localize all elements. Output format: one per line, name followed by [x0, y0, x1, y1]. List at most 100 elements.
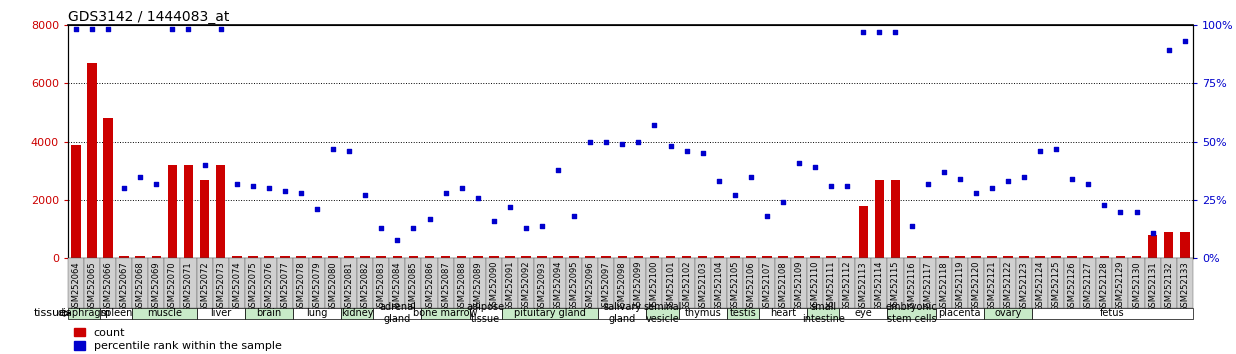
Text: GSM252111: GSM252111	[827, 261, 836, 312]
Point	[740, 174, 760, 179]
Bar	[887, 258, 904, 308]
Bar	[904, 258, 920, 308]
Point	[403, 225, 423, 231]
Point	[869, 29, 889, 35]
Text: GSM252132: GSM252132	[1164, 261, 1173, 312]
Text: GSM252118: GSM252118	[939, 261, 948, 312]
Bar	[534, 258, 550, 308]
Bar	[377, 256, 386, 258]
Text: GSM252125: GSM252125	[1052, 261, 1060, 312]
Bar	[72, 144, 80, 258]
Text: GSM252066: GSM252066	[104, 261, 112, 312]
Text: GSM252096: GSM252096	[586, 261, 595, 312]
Point	[531, 223, 551, 229]
Point	[260, 185, 279, 191]
Bar	[229, 258, 245, 308]
Bar	[148, 258, 164, 308]
Bar	[1004, 256, 1012, 258]
Text: GSM252068: GSM252068	[136, 261, 145, 312]
Point	[307, 206, 326, 212]
Bar	[791, 258, 807, 308]
Text: GSM252114: GSM252114	[875, 261, 884, 312]
Text: GSM252129: GSM252129	[1116, 261, 1125, 312]
Bar	[1100, 256, 1109, 258]
Text: GSM252079: GSM252079	[313, 261, 321, 312]
Text: GSM252070: GSM252070	[168, 261, 177, 312]
Point	[917, 181, 937, 187]
Bar	[197, 308, 245, 319]
Text: GSM252086: GSM252086	[425, 261, 434, 312]
Bar	[489, 256, 498, 258]
Bar	[646, 308, 679, 319]
Point	[1142, 230, 1162, 235]
Bar	[261, 258, 277, 308]
Point	[1095, 202, 1115, 207]
Bar	[1112, 258, 1128, 308]
Point	[114, 185, 135, 191]
Bar	[116, 258, 132, 308]
Bar	[405, 258, 421, 308]
Point	[99, 27, 119, 32]
Bar	[695, 258, 711, 308]
Text: GSM252109: GSM252109	[795, 261, 803, 312]
Bar	[666, 256, 675, 258]
Text: GSM252117: GSM252117	[923, 261, 932, 312]
Point	[981, 185, 1001, 191]
Bar	[425, 256, 434, 258]
Text: GSM252081: GSM252081	[345, 261, 353, 312]
Text: GSM252128: GSM252128	[1100, 261, 1109, 312]
Text: GSM252075: GSM252075	[248, 261, 257, 312]
Bar	[823, 258, 839, 308]
Point	[1127, 209, 1147, 215]
Bar	[1164, 232, 1173, 258]
Text: GSM252094: GSM252094	[554, 261, 562, 312]
Text: GSM252108: GSM252108	[779, 261, 787, 312]
Point	[853, 29, 873, 35]
Bar	[984, 308, 1032, 319]
Text: GSM252112: GSM252112	[843, 261, 852, 312]
Bar	[180, 258, 197, 308]
Bar	[682, 256, 691, 258]
Bar	[871, 258, 887, 308]
Text: GSM252082: GSM252082	[361, 261, 370, 312]
Point	[242, 183, 263, 189]
Point	[131, 174, 151, 179]
Bar	[341, 258, 357, 308]
Bar	[923, 256, 932, 258]
Text: GSM252123: GSM252123	[1020, 261, 1028, 312]
Bar	[827, 256, 836, 258]
Bar	[1148, 235, 1157, 258]
Text: GSM252095: GSM252095	[570, 261, 578, 312]
Bar	[361, 256, 370, 258]
Text: pituitary gland: pituitary gland	[514, 308, 586, 318]
Bar	[1048, 258, 1064, 308]
Point	[210, 27, 230, 32]
Bar	[200, 179, 209, 258]
Point	[1159, 48, 1179, 53]
Bar	[646, 258, 662, 308]
Bar	[441, 256, 450, 258]
Text: GSM252090: GSM252090	[489, 261, 498, 312]
Bar	[763, 256, 771, 258]
Bar	[634, 256, 643, 258]
Bar	[1132, 256, 1141, 258]
Text: GSM252119: GSM252119	[955, 261, 964, 312]
Point	[1110, 209, 1130, 215]
Bar	[1064, 258, 1080, 308]
Text: GSM252100: GSM252100	[650, 261, 659, 312]
Bar	[759, 258, 775, 308]
Point	[1078, 181, 1098, 187]
Point	[515, 225, 535, 231]
Point	[435, 190, 455, 196]
Bar	[759, 308, 807, 319]
Text: GSM252099: GSM252099	[634, 261, 643, 312]
Bar	[1000, 258, 1016, 308]
Bar	[1080, 258, 1096, 308]
Point	[756, 213, 776, 219]
Bar	[421, 258, 438, 308]
Text: GSM252067: GSM252067	[120, 261, 129, 312]
Text: GSM252091: GSM252091	[506, 261, 514, 312]
Bar	[1032, 308, 1193, 319]
Bar	[839, 308, 887, 319]
Point	[1031, 148, 1051, 154]
